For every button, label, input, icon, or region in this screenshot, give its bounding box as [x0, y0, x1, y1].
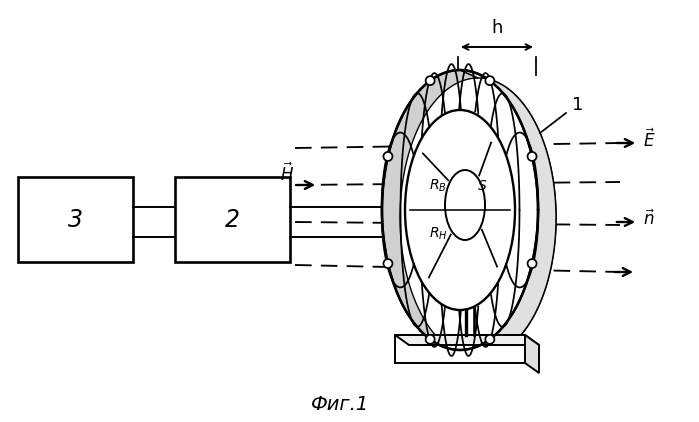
Circle shape — [384, 259, 392, 268]
Polygon shape — [395, 335, 539, 345]
Circle shape — [528, 152, 537, 161]
Bar — [18, 177, 133, 262]
Text: 2: 2 — [225, 208, 240, 232]
Bar — [395, 335, 525, 363]
Text: $\vec{E}$: $\vec{E}$ — [643, 129, 656, 151]
Text: 3: 3 — [68, 208, 83, 232]
Text: 1: 1 — [572, 96, 584, 114]
Polygon shape — [460, 70, 556, 358]
Ellipse shape — [405, 110, 515, 310]
Text: $\vec{H}$: $\vec{H}$ — [280, 163, 294, 185]
Ellipse shape — [382, 70, 538, 350]
Circle shape — [384, 152, 392, 161]
Polygon shape — [525, 335, 539, 373]
Text: $R_H$: $R_H$ — [428, 226, 447, 242]
Circle shape — [485, 76, 494, 85]
Circle shape — [528, 259, 537, 268]
Text: h: h — [491, 19, 503, 37]
Bar — [175, 177, 290, 262]
Ellipse shape — [445, 170, 485, 240]
Text: Фиг.1: Фиг.1 — [311, 395, 369, 414]
Text: S: S — [478, 179, 487, 193]
Circle shape — [426, 335, 435, 344]
Text: $R_B$: $R_B$ — [429, 178, 447, 195]
Polygon shape — [382, 70, 478, 358]
Circle shape — [426, 76, 435, 85]
Circle shape — [485, 335, 494, 344]
Text: $\vec{n}$: $\vec{n}$ — [643, 209, 655, 229]
